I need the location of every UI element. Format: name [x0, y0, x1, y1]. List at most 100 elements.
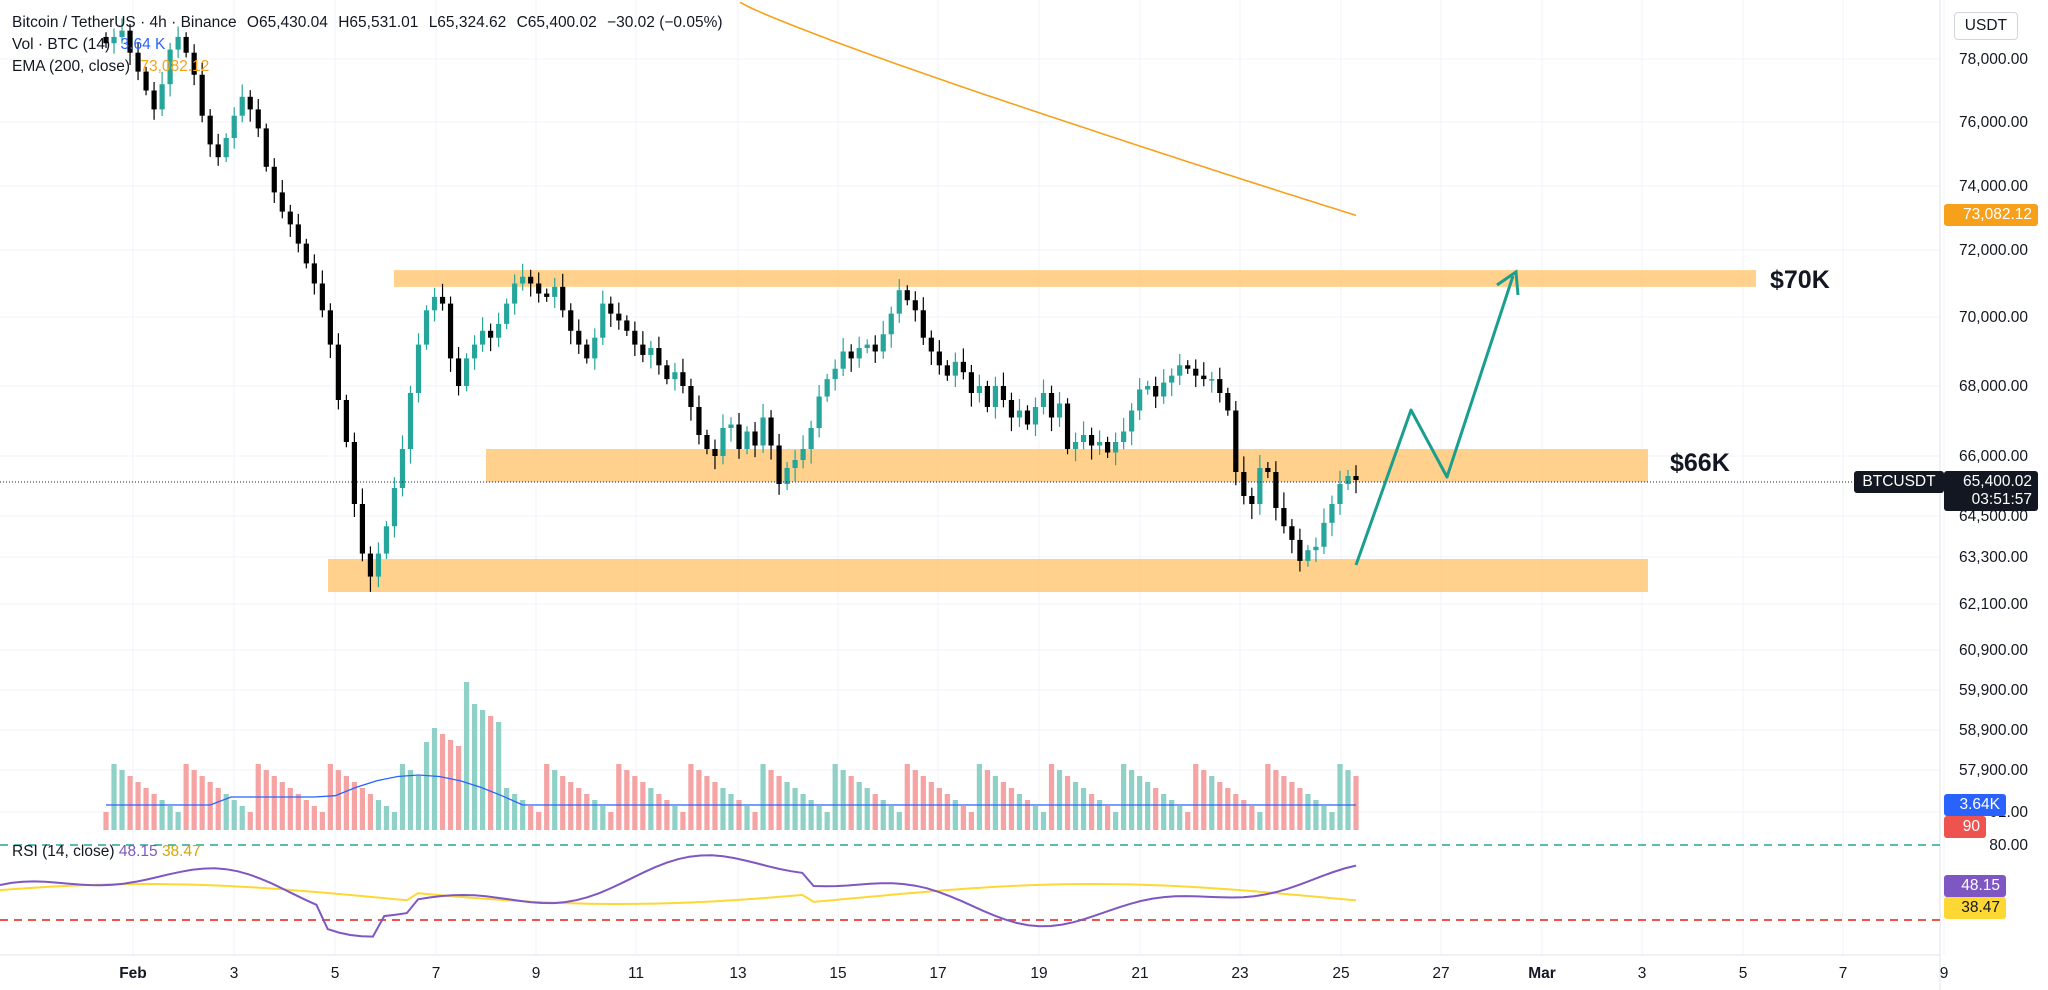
candle-body	[359, 504, 366, 554]
volume-bar	[840, 770, 846, 830]
candle-body	[439, 296, 446, 304]
candle-body	[712, 449, 718, 456]
candle-body	[127, 30, 133, 53]
candle-body	[808, 428, 814, 449]
candle-body	[175, 36, 181, 50]
volume-bar	[720, 788, 726, 830]
candle-body	[1129, 410, 1135, 432]
candle-body	[207, 115, 213, 145]
rsi-ma-tag: 38.47	[1944, 897, 2006, 919]
candle-body	[1161, 382, 1167, 397]
candle-body	[664, 365, 670, 380]
volume-bar	[1040, 812, 1047, 830]
candle-body	[952, 361, 958, 376]
volume-bar	[680, 812, 686, 830]
volume-bar	[568, 782, 574, 830]
candle-body	[1337, 484, 1343, 504]
volume-bar	[1153, 788, 1159, 830]
candle-body	[335, 344, 341, 400]
candle-body	[704, 435, 710, 449]
candle-body	[832, 368, 838, 380]
volume-bar	[904, 764, 910, 830]
x-tick-label: 5	[1739, 965, 1748, 982]
volume-bar	[688, 764, 694, 830]
candle-body	[191, 52, 197, 75]
y-tick-label: 66,000.00	[1959, 448, 2028, 465]
candle-body	[223, 138, 229, 158]
ema200-line	[739, 1, 1357, 217]
volume-bar	[1008, 788, 1015, 830]
volume-bar	[407, 770, 414, 830]
volume-bar	[992, 776, 999, 830]
y-tick-label: 62,100.00	[1959, 596, 2028, 613]
volume-bar	[1088, 794, 1095, 830]
volume-bar	[159, 800, 165, 830]
volume-bar	[800, 794, 806, 830]
volume-bar	[1056, 770, 1063, 830]
volume-bar	[768, 770, 774, 830]
volume-bar	[1193, 764, 1199, 830]
volume-bar	[976, 764, 982, 830]
volume-bar	[399, 764, 406, 830]
candle-body	[183, 36, 189, 53]
y-tick-label: 72,000.00	[1959, 242, 2028, 259]
volume-bar	[343, 776, 349, 830]
low-value: L65,324.62	[428, 14, 507, 31]
candle-body	[1193, 368, 1199, 376]
candle-body	[968, 372, 974, 393]
volume-bar	[1289, 782, 1295, 830]
volume-bar	[656, 794, 662, 830]
candle-body	[584, 344, 590, 359]
candle-body	[319, 283, 325, 311]
volume-bar	[1201, 770, 1207, 830]
candle-body	[912, 300, 918, 311]
volume-bar	[960, 806, 966, 830]
volume-bar	[335, 770, 341, 830]
candle-body	[856, 348, 862, 359]
volume-bar	[303, 800, 309, 830]
x-tick-label: 7	[432, 965, 441, 982]
zone-label-66k: $66K	[1670, 449, 1730, 477]
volume-bar	[552, 770, 558, 830]
ema-value: 73,082.12	[140, 58, 210, 75]
candle-body	[1016, 410, 1023, 418]
volume-bar	[151, 794, 157, 830]
projection-arrow	[1354, 275, 1515, 566]
volume-bar	[776, 776, 782, 830]
candle-body	[760, 417, 766, 446]
volume-bar	[584, 794, 590, 830]
volume-bar	[1233, 794, 1239, 830]
volume-bar	[528, 806, 534, 830]
volume-tag: 3.64K	[1944, 794, 2006, 816]
candle-body	[255, 109, 261, 129]
candle-body	[303, 243, 309, 264]
candle-body	[640, 344, 646, 355]
x-tick-label: 5	[331, 965, 340, 982]
candle-body	[568, 310, 574, 331]
candle-body	[1249, 496, 1255, 504]
volume-bar	[1321, 806, 1327, 830]
candle-body	[231, 115, 237, 138]
currency-selector[interactable]: USDT	[1953, 12, 2018, 40]
volume-bar	[359, 788, 366, 830]
y-tick-label: 70,000.00	[1959, 309, 2028, 326]
volume-bar	[447, 740, 454, 830]
candle-body	[447, 303, 454, 359]
volume-bar	[1225, 788, 1231, 830]
candle-body	[423, 310, 430, 345]
volume-bar	[103, 812, 109, 830]
candle-body	[1273, 472, 1279, 508]
candle-body	[824, 379, 830, 397]
candle-body	[111, 36, 117, 44]
volume-bar	[1353, 776, 1359, 830]
volume-bar	[367, 794, 374, 830]
candle-body	[488, 330, 494, 338]
volume-bar	[223, 794, 229, 830]
candle-body	[391, 488, 398, 527]
candle-body	[928, 337, 934, 352]
candle-body	[1201, 375, 1207, 380]
ema-label: EMA (200, close)	[12, 58, 131, 75]
volume-bar	[247, 812, 253, 830]
candle-body	[1185, 365, 1191, 369]
